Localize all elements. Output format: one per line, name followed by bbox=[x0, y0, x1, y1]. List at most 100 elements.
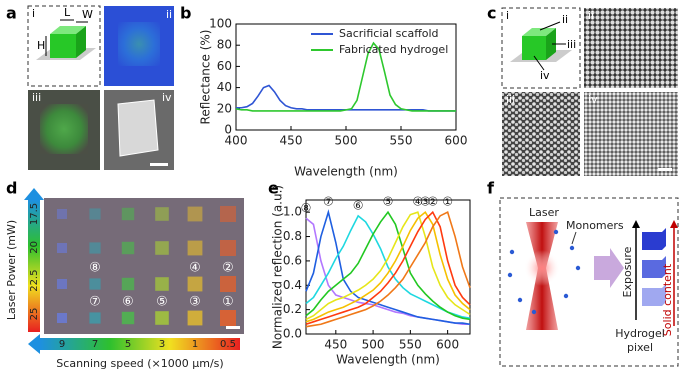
y-tick-label: 0.4 bbox=[283, 278, 302, 292]
colorbar-tick-label: 22.5 bbox=[29, 270, 40, 292]
pixel-image bbox=[118, 22, 160, 66]
hydrogel-pixel bbox=[642, 228, 666, 250]
pixel-label: ③ bbox=[189, 295, 201, 310]
colorbar-tick-label: 7 bbox=[92, 339, 98, 350]
hydrogel-pixel bbox=[642, 256, 666, 278]
colorbar-tick-label: 0.5 bbox=[220, 339, 236, 350]
colorbar-tick-label: 25 bbox=[29, 308, 40, 321]
x-tick-label: 500 bbox=[335, 134, 358, 148]
sem-image bbox=[584, 8, 678, 88]
focal-spot bbox=[524, 250, 560, 286]
x-tick-label: 550 bbox=[390, 134, 413, 148]
y-tick-label: 20 bbox=[217, 101, 232, 115]
y-tick-label: 0.0 bbox=[283, 327, 302, 341]
x-tick-label: 400 bbox=[225, 134, 248, 148]
x-tick-label: 450 bbox=[324, 338, 347, 352]
peak-label: ③ bbox=[420, 195, 431, 209]
series-line bbox=[236, 84, 456, 112]
pixel bbox=[155, 207, 169, 221]
pointer bbox=[571, 231, 577, 245]
sub-label: iii bbox=[32, 91, 41, 104]
x-axis-label: Wavelength (nm) bbox=[336, 353, 440, 367]
panel-label: d bbox=[6, 179, 17, 198]
peak-label: ⑧ bbox=[301, 201, 312, 215]
pixel bbox=[57, 279, 67, 289]
exposure-label: Exposure bbox=[621, 246, 634, 297]
series-line bbox=[305, 210, 471, 326]
series-line bbox=[305, 211, 471, 328]
colorbar bbox=[40, 338, 240, 350]
solid-content-label: Solid content bbox=[661, 263, 674, 336]
cube-front bbox=[522, 36, 546, 60]
optical-image bbox=[44, 198, 244, 334]
pixel bbox=[155, 311, 169, 325]
y-tick-label: 0.8 bbox=[283, 229, 302, 243]
dimension-label: L bbox=[64, 6, 71, 19]
peak-label: ⑦ bbox=[323, 195, 334, 209]
x-tick-label: 500 bbox=[362, 338, 385, 352]
pixel bbox=[57, 209, 67, 219]
panel-f: Laser Monomers Exposure Solid content Hy… bbox=[499, 197, 679, 367]
monomers-label: Monomers bbox=[566, 219, 624, 232]
y-tick-label: 0 bbox=[224, 123, 232, 137]
y-tick-label: 0.6 bbox=[283, 253, 302, 267]
cube-front bbox=[50, 34, 76, 58]
x-tick-label: 550 bbox=[399, 338, 422, 352]
panel-d: Laser Power (mW) Scanning speed (×1000 μ… bbox=[5, 188, 244, 370]
pixel-label: ① bbox=[222, 295, 234, 310]
cube-top bbox=[50, 26, 86, 34]
x-tick-label: 450 bbox=[280, 134, 303, 148]
peak-label: ② bbox=[427, 195, 438, 209]
panel-label: e bbox=[268, 179, 279, 198]
panel-label: a bbox=[6, 4, 17, 23]
cube-top bbox=[522, 28, 556, 36]
dimension-label: W bbox=[82, 8, 93, 21]
scale-bar bbox=[658, 168, 672, 171]
chart: 450 500 550 600 0.0 0.2 0.4 0.6 0.8 1.0 Wavelength… bbox=[271, 185, 471, 367]
arrow-head bbox=[670, 220, 678, 228]
legend-label: Fabricated hydrogel bbox=[339, 43, 448, 56]
pixel bbox=[89, 278, 101, 290]
legend-label: Sacrificial scaffold bbox=[339, 27, 439, 40]
series-line bbox=[305, 210, 471, 321]
pixel-label: Hydrogel bbox=[615, 327, 665, 340]
y-tick-label: 100 bbox=[209, 17, 232, 31]
colorbar-arrow bbox=[24, 188, 44, 200]
y-tick-label: 40 bbox=[217, 80, 232, 94]
colorbar-tick-label: 9 bbox=[59, 339, 65, 350]
monomers bbox=[507, 229, 581, 315]
process-arrow bbox=[594, 248, 624, 288]
pixel bbox=[121, 207, 135, 221]
sub-label: iv bbox=[162, 91, 172, 104]
pixel bbox=[187, 240, 203, 256]
axis-label: Scanning speed (×1000 μm/s) bbox=[56, 357, 223, 370]
pixel bbox=[121, 241, 135, 255]
cut-label: ii bbox=[562, 13, 568, 26]
scale-bar bbox=[226, 326, 240, 329]
pixel bbox=[89, 242, 101, 254]
pixel bbox=[57, 313, 67, 323]
colorbar-tick-label: 3 bbox=[159, 339, 165, 350]
sem-cube bbox=[117, 99, 159, 157]
sub-label: i bbox=[506, 9, 509, 22]
y-tick-label: 0.2 bbox=[283, 302, 302, 316]
arrow-head bbox=[632, 220, 640, 228]
y-tick-label: 1.0 bbox=[283, 205, 302, 219]
panel-label: c bbox=[487, 4, 496, 23]
pixel-label: pixel bbox=[627, 341, 653, 354]
y-tick-label: 60 bbox=[217, 59, 232, 73]
sub-label: ii bbox=[166, 8, 172, 21]
pixel-label: ⑥ bbox=[122, 295, 134, 310]
pixel-label: ⑧ bbox=[89, 261, 101, 276]
colorbar-tick-label: 5 bbox=[125, 339, 131, 350]
panel-label: b bbox=[180, 4, 191, 23]
scale-bar bbox=[150, 163, 168, 166]
panel-label: f bbox=[487, 179, 495, 198]
pointer bbox=[533, 55, 545, 71]
peak-label: ⑤ bbox=[383, 195, 394, 209]
pixel bbox=[121, 277, 135, 291]
y-axis-label: Normalized reflection (a.u.) bbox=[271, 185, 285, 349]
peak-label: ⑥ bbox=[353, 198, 364, 212]
series-line bbox=[305, 210, 471, 323]
